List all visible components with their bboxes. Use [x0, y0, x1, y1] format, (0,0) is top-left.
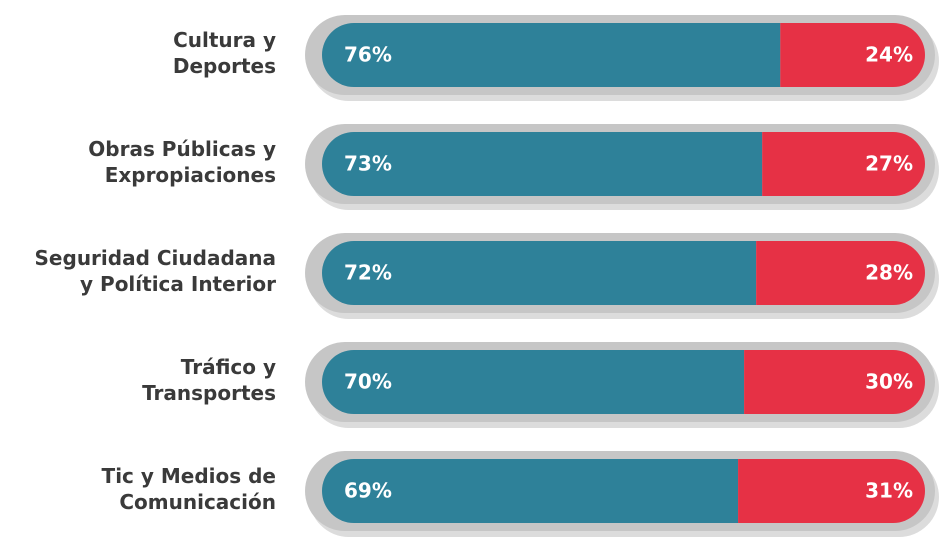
bar-group	[322, 132, 925, 196]
bar-segment	[322, 350, 745, 414]
category-label: Tic y Medios de Comunicación	[101, 464, 276, 514]
bar-segment	[322, 132, 763, 196]
value-label: 27%	[865, 152, 913, 176]
value-label: 72%	[344, 261, 392, 285]
bar-segment	[322, 23, 781, 87]
value-label: 28%	[865, 261, 913, 285]
value-label: 73%	[344, 152, 392, 176]
bar-segment	[756, 241, 925, 305]
bar-group	[322, 241, 925, 305]
bar-group	[322, 23, 925, 87]
bar-group	[322, 459, 925, 523]
category-label: Obras Públicas y Expropiaciones	[88, 137, 276, 187]
category-label: Seguridad Ciudadana y Política Interior	[34, 246, 276, 296]
bar-segment	[322, 459, 739, 523]
bar-segment	[762, 132, 925, 196]
value-label: 30%	[865, 370, 913, 394]
bar-group	[322, 350, 925, 414]
bar-segment	[744, 350, 925, 414]
bar-segment	[780, 23, 925, 87]
category-label: Tráfico y Transportes	[142, 355, 276, 405]
category-label: Cultura y Deportes	[172, 28, 276, 78]
bar-segment	[738, 459, 925, 523]
value-label: 70%	[344, 370, 392, 394]
value-label: 24%	[865, 43, 913, 67]
bar-segment	[322, 241, 757, 305]
value-label: 31%	[865, 479, 913, 503]
value-label: 76%	[344, 43, 392, 67]
value-label: 69%	[344, 479, 392, 503]
